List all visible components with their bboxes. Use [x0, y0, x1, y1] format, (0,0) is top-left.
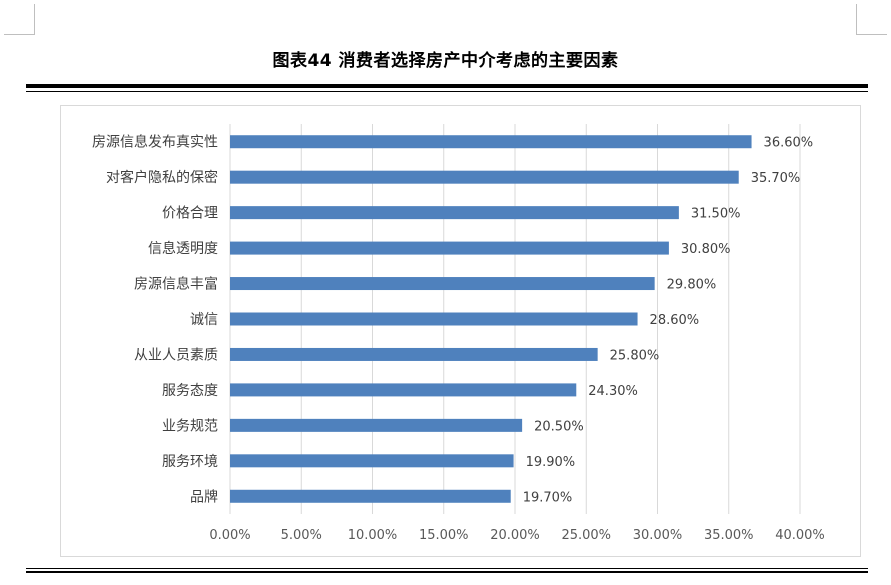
- bar: [230, 383, 577, 397]
- bar: [230, 241, 669, 255]
- bars: [230, 135, 752, 503]
- bar: [230, 277, 655, 291]
- data-label: 28.60%: [650, 313, 700, 328]
- x-tick-label: 0.00%: [209, 528, 250, 543]
- crop-mark-top-left: [4, 4, 35, 35]
- bar: [230, 454, 514, 468]
- bottom-rule-thick: [26, 571, 868, 573]
- bar: [230, 170, 739, 184]
- category-label: 信息透明度: [148, 240, 218, 257]
- data-label: 19.90%: [526, 455, 576, 470]
- x-tick-labels: 0.00% 5.00% 10.00% 15.00% 20.00% 25.00% 30.00%…: [209, 528, 824, 543]
- x-tick-label: 5.00%: [281, 528, 322, 543]
- category-label: 从业人员素质: [134, 347, 218, 363]
- data-label: 31.50%: [691, 207, 741, 222]
- category-label: 服务环境: [162, 454, 218, 470]
- figure-title: 图表44 消费者选择房产中介考虑的主要因素: [272, 51, 619, 71]
- chart-frame: 房源信息发布真实性对客户隐私的保密价格合理信息透明度房源信息丰富诚信从业人员素质…: [60, 105, 861, 557]
- bar: [230, 312, 638, 326]
- x-tick-label: 25.00%: [561, 528, 611, 543]
- bar: [230, 347, 598, 361]
- data-labels: 36.60% 35.70% 31.50% 30.80% 29.80% 28.60% 25.8…: [523, 136, 813, 506]
- data-label: 30.80%: [681, 242, 731, 257]
- category-labels: 房源信息发布真实性对客户隐私的保密价格合理信息透明度房源信息丰富诚信从业人员素质…: [92, 134, 218, 506]
- bar-chart: 房源信息发布真实性对客户隐私的保密价格合理信息透明度房源信息丰富诚信从业人员素质…: [92, 124, 825, 543]
- data-label: 35.70%: [751, 171, 801, 186]
- data-label: 24.30%: [588, 384, 638, 399]
- category-label: 房源信息丰富: [134, 276, 218, 293]
- x-tick-label: 30.00%: [633, 528, 683, 543]
- crop-mark-top-right: [856, 4, 887, 35]
- data-label: 19.70%: [523, 490, 573, 505]
- category-label: 价格合理: [162, 206, 218, 222]
- category-label: 房源信息发布真实性: [92, 134, 218, 151]
- category-label: 业务规范: [162, 417, 218, 434]
- data-label: 25.80%: [610, 348, 660, 363]
- x-tick-label: 35.00%: [704, 528, 754, 543]
- x-tick-label: 20.00%: [490, 528, 540, 543]
- bar: [230, 135, 752, 149]
- category-label: 诚信: [190, 312, 218, 328]
- category-label: 对客户隐私的保密: [106, 169, 218, 186]
- data-label: 29.80%: [667, 278, 717, 293]
- x-tick-label: 10.00%: [348, 528, 398, 543]
- category-label: 服务态度: [162, 383, 218, 399]
- x-tick-label: 40.00%: [775, 528, 825, 543]
- bottom-rule-thin: [26, 568, 868, 569]
- top-rule-thin: [26, 91, 868, 92]
- bar: [230, 489, 511, 503]
- data-label: 36.60%: [764, 136, 814, 151]
- top-rule-thick: [26, 84, 868, 88]
- x-tick-label: 15.00%: [419, 528, 469, 543]
- bar: [230, 206, 679, 220]
- category-label: 品牌: [190, 488, 218, 505]
- bar: [230, 418, 523, 432]
- data-label: 20.50%: [534, 419, 584, 434]
